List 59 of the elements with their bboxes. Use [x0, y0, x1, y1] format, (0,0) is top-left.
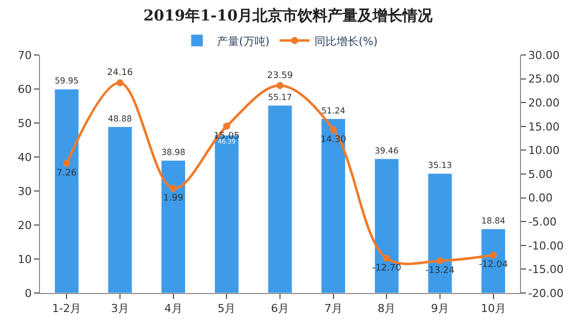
- data-label: 48.88: [108, 113, 132, 124]
- y-tick-label: 0: [24, 286, 32, 300]
- point: [276, 82, 284, 90]
- data-label: 39.46: [374, 145, 399, 156]
- x-tick-label: 5月: [218, 302, 236, 316]
- y-tick-label: 40: [18, 150, 32, 164]
- bar: [268, 105, 292, 293]
- y2-tick-label: 15.00: [528, 120, 560, 134]
- y-tick-label: 60: [18, 82, 32, 96]
- bar: [108, 126, 132, 293]
- chart-title: 2019年1-10月北京市饮料产量及增长情况: [143, 6, 434, 24]
- point: [383, 254, 390, 262]
- point: [63, 160, 70, 167]
- y2-tick-label: 20.00: [528, 96, 560, 110]
- data-label: 1.99: [163, 193, 184, 204]
- data-label: 55.17: [268, 92, 292, 102]
- y-tick-label: 70: [18, 48, 32, 62]
- y2-tick-label: 25.00: [528, 72, 560, 86]
- x-tick-label: 8月: [378, 302, 396, 316]
- y-tick-label: 20: [18, 218, 32, 232]
- point: [330, 126, 337, 134]
- bar: [321, 118, 346, 293]
- data-label: 24.16: [107, 68, 134, 78]
- x-tick-label: 1-2月: [52, 302, 82, 316]
- bar: [428, 173, 452, 293]
- point: [223, 122, 230, 130]
- y2-tick-label: -10.00: [528, 239, 564, 252]
- data-label: 18.84: [481, 215, 506, 226]
- y2-tick-label: 0.00: [528, 192, 553, 205]
- y-tick-label: 50: [18, 116, 32, 130]
- point: [436, 257, 444, 264]
- x-tick-label: 3月: [111, 302, 129, 316]
- point: [170, 184, 177, 192]
- y2-tick-label: -15.00: [528, 263, 564, 276]
- x-tick-label: 6月: [271, 302, 289, 316]
- y2-tick-label: 10.00: [528, 144, 560, 158]
- bar: [161, 160, 186, 293]
- data-label: 7.26: [56, 168, 77, 178]
- y2-tick-label: -20.00: [528, 286, 564, 300]
- point: [116, 79, 124, 86]
- point: [490, 252, 497, 259]
- x-tick-label: 7月: [324, 302, 342, 316]
- x-tick-label: 10月: [480, 302, 506, 316]
- x-tick-label: 4月: [164, 302, 182, 316]
- legend-label: 同比增长(%): [314, 34, 378, 48]
- y2-tick-label: 5.00: [528, 168, 553, 181]
- data-label: 51.24: [321, 105, 346, 116]
- y2-tick-label: -5.00: [528, 215, 557, 228]
- data-label: 23.59: [267, 70, 294, 81]
- legend-label: 产量(万吨): [217, 34, 270, 48]
- y-tick-label: 30: [18, 184, 32, 198]
- data-label: 59.95: [54, 76, 79, 86]
- bar: [54, 88, 79, 293]
- data-label: 38.98: [161, 146, 186, 157]
- bar: [374, 158, 399, 293]
- y2-tick-label: 30.00: [528, 48, 560, 62]
- x-tick-label: 9月: [431, 302, 449, 316]
- y-tick-label: 10: [18, 252, 32, 266]
- data-label: 35.13: [428, 160, 452, 170]
